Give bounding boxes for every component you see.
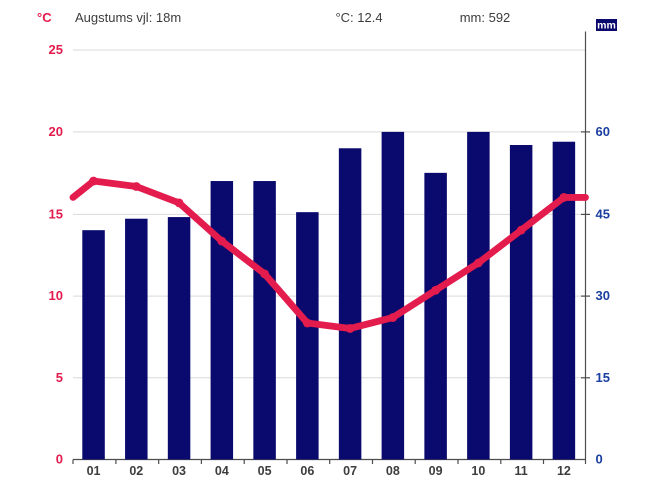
svg-text:15: 15 <box>596 370 610 385</box>
svg-text:60: 60 <box>596 124 610 139</box>
svg-text:09: 09 <box>429 464 443 478</box>
svg-text:mm: mm <box>597 20 616 32</box>
svg-text:10: 10 <box>49 288 63 303</box>
svg-text:30: 30 <box>596 288 610 303</box>
svg-text:°C: °C <box>37 10 52 25</box>
svg-text:°C: 12.4: °C: 12.4 <box>335 10 382 25</box>
svg-text:04: 04 <box>215 464 229 478</box>
svg-text:07: 07 <box>343 464 357 478</box>
svg-text:05: 05 <box>258 464 272 478</box>
svg-text:03: 03 <box>172 464 186 478</box>
svg-text:45: 45 <box>596 206 610 221</box>
svg-text:11: 11 <box>515 464 528 478</box>
svg-text:02: 02 <box>129 464 143 478</box>
svg-text:20: 20 <box>49 124 63 139</box>
svg-text:06: 06 <box>300 464 314 478</box>
svg-text:12: 12 <box>557 464 571 478</box>
svg-text:0: 0 <box>596 452 603 467</box>
svg-text:25: 25 <box>49 42 63 57</box>
svg-text:mm: 592: mm: 592 <box>460 10 511 25</box>
svg-text:01: 01 <box>87 464 101 478</box>
svg-text:0: 0 <box>56 452 63 467</box>
svg-text:10: 10 <box>471 464 485 478</box>
svg-text:08: 08 <box>386 464 400 478</box>
svg-text:5: 5 <box>56 370 63 385</box>
svg-text:Augstums vjl: 18m: Augstums vjl: 18m <box>75 10 181 25</box>
svg-text:15: 15 <box>49 206 63 221</box>
